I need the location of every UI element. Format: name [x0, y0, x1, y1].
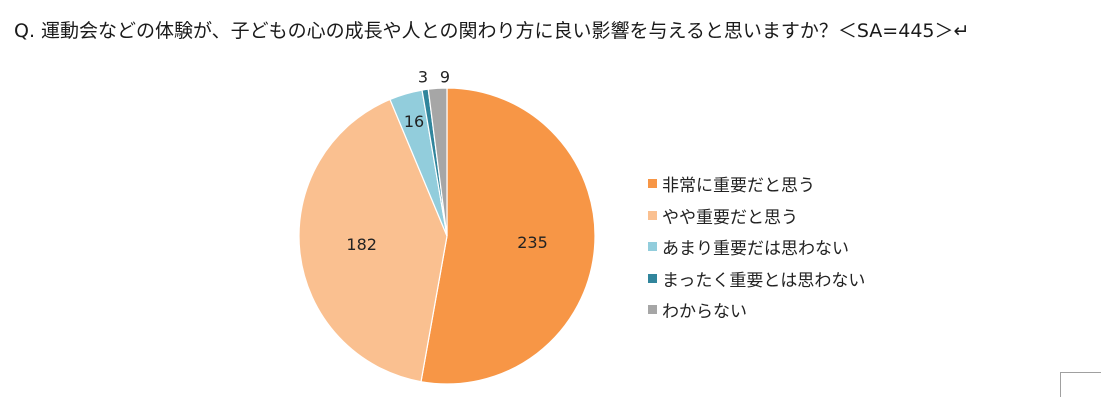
data-label: 16 — [404, 112, 424, 131]
data-label: 235 — [517, 233, 548, 252]
data-label: 182 — [346, 235, 377, 254]
data-label: 9 — [440, 68, 450, 87]
legend-item: やや重要だと思う — [648, 200, 865, 232]
pie-slice — [420, 87, 596, 385]
legend-item: あまり重要だは思わない — [648, 231, 865, 263]
pie-slice — [298, 98, 448, 383]
pie-data-labels: 235 182 16 3 9 — [346, 68, 547, 254]
chart-title: Q. 運動会などの体験が、子どもの心の成長や人との関わり方に良い影響を与えると思… — [14, 20, 970, 42]
legend-item: 非常に重要だと思う — [648, 168, 865, 200]
legend-label: まったく重要とは思わない — [662, 270, 866, 291]
legend-swatch — [648, 273, 657, 283]
data-label: 3 — [418, 68, 428, 87]
legend-swatch — [648, 242, 657, 252]
legend-swatch — [648, 305, 657, 315]
legend-label: わからない — [662, 302, 747, 323]
page-corner-mark — [1060, 372, 1101, 397]
legend-label: やや重要だと思う — [662, 207, 798, 228]
legend-item: まったく重要とは思わない — [648, 263, 865, 295]
legend-label: あまり重要だは思わない — [662, 239, 849, 260]
legend-swatch — [648, 179, 657, 189]
legend-label: 非常に重要だと思う — [662, 176, 815, 197]
legend-item: わからない — [648, 294, 865, 326]
pie-slice — [427, 87, 448, 237]
pie-slices — [298, 87, 596, 385]
legend: 非常に重要だと思う やや重要だと思うあまり重要だは思わない まったく重要とは思わない… — [648, 168, 865, 326]
legend-swatch — [648, 210, 657, 220]
